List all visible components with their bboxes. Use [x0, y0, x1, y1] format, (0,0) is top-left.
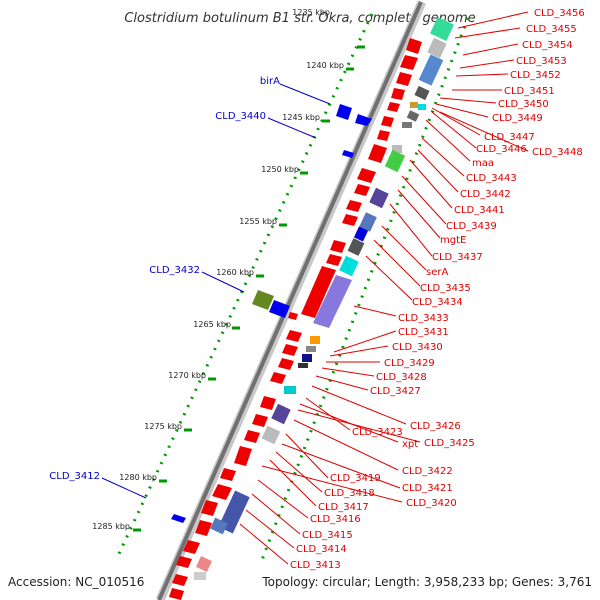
gene-features: [169, 17, 454, 600]
gene-label: CLD_3449: [492, 113, 543, 124]
gene-label: CLD_3441: [454, 205, 505, 216]
tick-label: 1240 kbp: [306, 61, 344, 70]
gene-label: CLD_3428: [376, 372, 427, 383]
map-title: Clostridium botulinum B1 str. Okra, comp…: [124, 11, 475, 26]
gene-label: CLD_3415: [302, 530, 353, 541]
gene-label: CLD_3446: [476, 144, 527, 155]
gene-label: CLD_3448: [532, 147, 583, 158]
backbone: [157, 1, 423, 600]
gene-label: CLD_3453: [516, 56, 567, 67]
gene-label: CLD_3419: [330, 473, 381, 484]
gene-label: CLD_3417: [318, 502, 369, 513]
gene-label: CLD_3454: [522, 40, 573, 51]
tick-label: 1285 kbp: [92, 522, 130, 531]
gene-label: maa: [472, 158, 494, 169]
gene-label: CLD_3421: [402, 483, 453, 494]
gene-label: CLD_3434: [412, 297, 463, 308]
gene-label: CLD_3430: [392, 342, 443, 353]
tick-label: 1260 kbp: [216, 268, 254, 277]
tick-label: 1250 kbp: [261, 165, 299, 174]
gene-label: CLD_3412: [49, 471, 100, 482]
gene-label: CLD_3431: [398, 327, 449, 338]
gene-label: CLD_3435: [420, 283, 471, 294]
gene-label: CLD_3440: [215, 111, 266, 122]
tick-label: 1265 kbp: [193, 320, 231, 329]
tick-label: 1280 kbp: [119, 473, 157, 482]
gene-label: birA: [260, 76, 280, 87]
gene-label: CLD_3452: [510, 70, 561, 81]
label-connectors: [239, 11, 529, 565]
gene-label: CLD_3443: [466, 173, 517, 184]
gene-label: mgtE: [440, 235, 466, 246]
tick-label: 1245 kbp: [282, 113, 320, 122]
gene-label: CLD_3455: [526, 24, 577, 35]
accession-text: Accession: NC_010516: [8, 575, 144, 589]
gene-label: CLD_3429: [384, 358, 435, 369]
inner-ruler-right: [260, 17, 470, 561]
right-gene-labels: CLD_3456 CLD_3455 CLD_3454 CLD_3453 CLD_…: [290, 8, 585, 571]
tick-label: 1275 kbp: [144, 422, 182, 431]
gene-label: CLD_3432: [149, 265, 200, 276]
gene-label: CLD_3416: [310, 514, 361, 525]
gene-label: xpt: [402, 439, 418, 450]
topology-text: Topology: circular; Length: 3,958,233 bp…: [261, 575, 592, 589]
gene-label: CLD_3447: [484, 132, 535, 143]
gene-label: CLD_3425: [424, 438, 475, 449]
outer-ruler: [114, 13, 374, 561]
tick-label: 1255 kbp: [239, 217, 277, 226]
left-gene-labels: birA CLD_3440 CLD_3432 CLD_3412: [49, 76, 280, 482]
tick-label: 1235 kbp: [292, 8, 330, 17]
gene-label: CLD_3442: [460, 189, 511, 200]
left-connectors: [101, 83, 331, 499]
gene-label: CLD_3439: [446, 221, 497, 232]
gene-label: CLD_3423: [352, 427, 403, 438]
gene-label: CLD_3414: [296, 544, 347, 555]
gene-label: CLD_3427: [370, 386, 421, 397]
gene-label: CLD_3426: [410, 421, 461, 432]
gene-label: CLD_3422: [402, 466, 453, 477]
tick-label: 1270 kbp: [168, 371, 206, 380]
gene-label: CLD_3418: [324, 488, 375, 499]
kbp-ticks: 1235 kbp 1240 kbp 1245 kbp 1250 kbp 1255…: [92, 8, 365, 532]
gene-label: serA: [426, 267, 448, 278]
gene-label: CLD_3450: [498, 99, 549, 110]
gene-label: CLD_3413: [290, 560, 341, 571]
gene-label: CLD_3456: [534, 8, 585, 19]
gene-label: CLD_3451: [504, 86, 555, 97]
gene-label: CLD_3437: [432, 252, 483, 263]
gene-label: CLD_3433: [398, 313, 449, 324]
gene-label: CLD_3420: [406, 498, 457, 509]
